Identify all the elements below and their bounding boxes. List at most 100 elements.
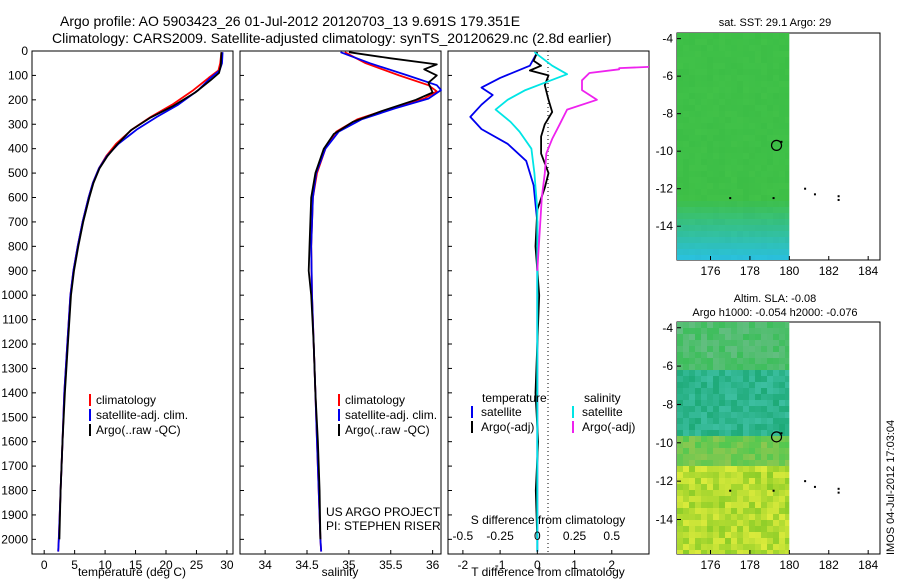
map-cell [785, 177, 790, 183]
map-cell [725, 33, 731, 39]
map-cell [767, 81, 773, 87]
map-cell [683, 117, 689, 123]
sla-map-ticks: 176 178 180 182 184-4-6-8-10-12-14 [656, 321, 879, 572]
map-cell [695, 376, 701, 382]
map-cell [773, 87, 779, 93]
map-x-tick-label: 184 [858, 264, 878, 278]
map-cell [737, 532, 743, 538]
map-cell [701, 33, 707, 39]
map-cell [731, 249, 737, 255]
map-cell [779, 412, 785, 418]
map-cell [731, 207, 737, 213]
map-cell [689, 550, 695, 554]
map-cell [695, 249, 701, 255]
map-cell [689, 93, 695, 99]
difference-line-0 [469, 51, 539, 552]
map-cell [737, 526, 743, 532]
legend-climatology-label: climatology [345, 393, 405, 407]
map-cell [743, 141, 749, 147]
map-cell [731, 538, 737, 544]
map-cell [707, 364, 713, 370]
map-cell [749, 63, 755, 69]
map-cell [707, 159, 713, 165]
map-cell [773, 370, 779, 376]
map-cell [707, 526, 713, 532]
map-cell [785, 532, 790, 538]
map-cell [749, 33, 755, 39]
map-cell [773, 213, 779, 219]
map-cell [713, 225, 719, 231]
map-cell [737, 87, 743, 93]
map-cell [743, 51, 749, 57]
map-cell [689, 538, 695, 544]
map-cell [725, 550, 731, 554]
map-cell [785, 129, 790, 135]
map-cell [707, 430, 713, 436]
map-cell [683, 51, 689, 57]
map-cell [767, 63, 773, 69]
salinity-x-tick-label: 34 [258, 558, 272, 572]
map-cell [749, 454, 755, 460]
map-cell [779, 183, 785, 189]
map-cell [743, 231, 749, 237]
salinity-x-tick-label: 34.5 [295, 558, 319, 572]
map-cell [719, 141, 725, 147]
map-cell [731, 520, 737, 526]
map-cell [683, 508, 689, 514]
map-cell [755, 63, 761, 69]
map-cell [701, 153, 707, 159]
map-cell [773, 334, 779, 340]
map-cell [677, 45, 683, 51]
map-cell [773, 538, 779, 544]
map-cell [719, 490, 725, 496]
map-cell [731, 436, 737, 442]
map-cell [713, 195, 719, 201]
map-cell [719, 39, 725, 45]
map-cell [683, 39, 689, 45]
map-cell [707, 508, 713, 514]
map-cell [785, 328, 790, 334]
map-cell [755, 346, 761, 352]
map-cell [773, 364, 779, 370]
map-cell [779, 406, 785, 412]
map-cell [725, 478, 731, 484]
map-cell [677, 388, 683, 394]
map-cell [701, 514, 707, 520]
map-cell [707, 538, 713, 544]
map-y-tick-label: -14 [656, 512, 674, 526]
map-cell [683, 358, 689, 364]
map-cell [755, 502, 761, 508]
map-cell [731, 502, 737, 508]
map-cell [785, 394, 790, 400]
map-cell [773, 225, 779, 231]
map-cell [689, 514, 695, 520]
map-cell [713, 388, 719, 394]
map-cell [719, 550, 725, 554]
sst-field [677, 33, 840, 260]
map-cell [695, 153, 701, 159]
map-cell [767, 394, 773, 400]
map-cell [683, 201, 689, 207]
map-cell [767, 358, 773, 364]
map-cell [731, 201, 737, 207]
map-cell [719, 219, 725, 225]
map-cell [719, 466, 725, 472]
map-cell [761, 514, 767, 520]
map-cell [737, 340, 743, 346]
map-x-tick-label: 176 [700, 558, 720, 572]
map-cell [749, 93, 755, 99]
map-cell [785, 231, 790, 237]
map-cell [731, 532, 737, 538]
map-cell [743, 466, 749, 472]
map-cell [701, 340, 707, 346]
map-cell [761, 255, 767, 260]
map-cell [773, 189, 779, 195]
map-cell [749, 394, 755, 400]
map-cell [731, 388, 737, 394]
map-cell [707, 472, 713, 478]
map-cell [785, 225, 790, 231]
map-cell [761, 231, 767, 237]
map-cell [785, 117, 790, 123]
salinity-legend: climatology satellite-adj. clim. Argo(..… [338, 393, 437, 437]
map-cell [719, 418, 725, 424]
